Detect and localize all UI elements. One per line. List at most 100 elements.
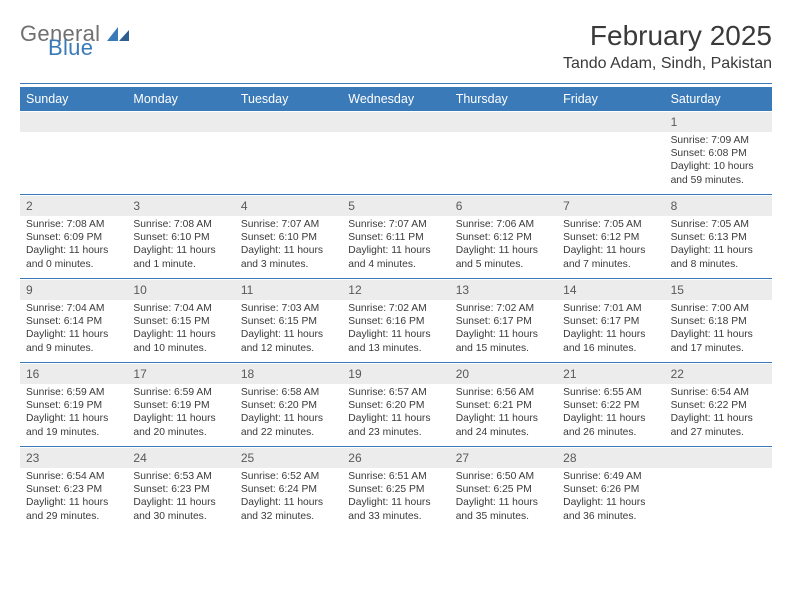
day-number: 18 xyxy=(235,363,342,384)
week-daynum-row: 1 xyxy=(20,111,772,132)
day-dayl2: and 16 minutes. xyxy=(563,342,658,355)
day-dayl1: Daylight: 11 hours xyxy=(563,244,658,257)
day-sunset: Sunset: 6:18 PM xyxy=(671,315,766,328)
day-sunset: Sunset: 6:16 PM xyxy=(348,315,443,328)
dow-wednesday: Wednesday xyxy=(342,87,449,111)
day-sunset: Sunset: 6:10 PM xyxy=(241,231,336,244)
day-sunrise: Sunrise: 6:50 AM xyxy=(456,470,551,483)
day-sunrise: Sunrise: 7:08 AM xyxy=(26,218,121,231)
day-dayl1: Daylight: 10 hours xyxy=(671,160,766,173)
day-dayl1: Daylight: 11 hours xyxy=(133,496,228,509)
day-dayl2: and 8 minutes. xyxy=(671,258,766,271)
day-dayl1: Daylight: 11 hours xyxy=(671,412,766,425)
day-sunset: Sunset: 6:09 PM xyxy=(26,231,121,244)
day-sunset: Sunset: 6:23 PM xyxy=(26,483,121,496)
day-dayl2: and 35 minutes. xyxy=(456,510,551,523)
day-number: 6 xyxy=(450,195,557,216)
day-cell: Sunrise: 7:02 AMSunset: 6:16 PMDaylight:… xyxy=(342,300,449,362)
day-sunrise: Sunrise: 7:08 AM xyxy=(133,218,228,231)
day-number: 8 xyxy=(665,195,772,216)
day-number: 22 xyxy=(665,363,772,384)
week-daynum-row: 16171819202122 xyxy=(20,363,772,384)
day-dayl1: Daylight: 11 hours xyxy=(563,496,658,509)
day-cell: Sunrise: 7:05 AMSunset: 6:13 PMDaylight:… xyxy=(665,216,772,278)
title-block: February 2025 Tando Adam, Sindh, Pakista… xyxy=(563,20,772,73)
day-dayl1: Daylight: 11 hours xyxy=(241,496,336,509)
day-dayl2: and 33 minutes. xyxy=(348,510,443,523)
day-dayl1: Daylight: 11 hours xyxy=(456,328,551,341)
day-sunrise: Sunrise: 7:05 AM xyxy=(563,218,658,231)
day-sunset: Sunset: 6:22 PM xyxy=(671,399,766,412)
day-sunset: Sunset: 6:19 PM xyxy=(133,399,228,412)
day-dayl2: and 3 minutes. xyxy=(241,258,336,271)
day-dayl2: and 29 minutes. xyxy=(26,510,121,523)
day-cell: Sunrise: 6:59 AMSunset: 6:19 PMDaylight:… xyxy=(127,384,234,446)
day-number: 2 xyxy=(20,195,127,216)
day-dayl2: and 22 minutes. xyxy=(241,426,336,439)
dow-friday: Friday xyxy=(557,87,664,111)
day-dayl1: Daylight: 11 hours xyxy=(456,412,551,425)
day-dayl2: and 20 minutes. xyxy=(133,426,228,439)
day-number: 9 xyxy=(20,279,127,300)
day-dayl1: Daylight: 11 hours xyxy=(241,412,336,425)
day-cell: Sunrise: 7:05 AMSunset: 6:12 PMDaylight:… xyxy=(557,216,664,278)
day-sunrise: Sunrise: 6:59 AM xyxy=(133,386,228,399)
day-cell: Sunrise: 6:56 AMSunset: 6:21 PMDaylight:… xyxy=(450,384,557,446)
day-number: 16 xyxy=(20,363,127,384)
day-sunrise: Sunrise: 6:51 AM xyxy=(348,470,443,483)
day-dayl1: Daylight: 11 hours xyxy=(671,244,766,257)
day-cell: Sunrise: 7:03 AMSunset: 6:15 PMDaylight:… xyxy=(235,300,342,362)
day-dayl2: and 4 minutes. xyxy=(348,258,443,271)
logo: General Blue xyxy=(20,20,129,58)
day-dayl2: and 23 minutes. xyxy=(348,426,443,439)
day-dayl2: and 59 minutes. xyxy=(671,174,766,187)
day-number: 1 xyxy=(665,111,772,132)
day-dayl1: Daylight: 11 hours xyxy=(348,496,443,509)
day-dayl2: and 32 minutes. xyxy=(241,510,336,523)
day-sunset: Sunset: 6:12 PM xyxy=(563,231,658,244)
day-number: 10 xyxy=(127,279,234,300)
day-dayl1: Daylight: 11 hours xyxy=(26,328,121,341)
day-sunrise: Sunrise: 7:07 AM xyxy=(348,218,443,231)
day-sunrise: Sunrise: 7:00 AM xyxy=(671,302,766,315)
day-dayl2: and 10 minutes. xyxy=(133,342,228,355)
day-dayl2: and 1 minute. xyxy=(133,258,228,271)
day-dayl2: and 24 minutes. xyxy=(456,426,551,439)
day-dayl1: Daylight: 11 hours xyxy=(133,328,228,341)
day-dayl1: Daylight: 11 hours xyxy=(456,244,551,257)
day-sunrise: Sunrise: 6:56 AM xyxy=(456,386,551,399)
dow-tuesday: Tuesday xyxy=(235,87,342,111)
day-cell xyxy=(665,468,772,530)
day-of-week-header: Sunday Monday Tuesday Wednesday Thursday… xyxy=(20,87,772,111)
location: Tando Adam, Sindh, Pakistan xyxy=(563,55,772,73)
day-sunrise: Sunrise: 7:01 AM xyxy=(563,302,658,315)
day-dayl1: Daylight: 11 hours xyxy=(241,328,336,341)
day-cell xyxy=(235,132,342,194)
day-sunset: Sunset: 6:23 PM xyxy=(133,483,228,496)
day-cell: Sunrise: 7:08 AMSunset: 6:10 PMDaylight:… xyxy=(127,216,234,278)
week-text-row: Sunrise: 7:04 AMSunset: 6:14 PMDaylight:… xyxy=(20,300,772,362)
day-sunrise: Sunrise: 7:02 AM xyxy=(348,302,443,315)
week-text-row: Sunrise: 6:54 AMSunset: 6:23 PMDaylight:… xyxy=(20,468,772,530)
day-dayl1: Daylight: 11 hours xyxy=(241,244,336,257)
day-cell xyxy=(127,132,234,194)
day-sunrise: Sunrise: 7:02 AM xyxy=(456,302,551,315)
day-sunrise: Sunrise: 6:58 AM xyxy=(241,386,336,399)
day-sunset: Sunset: 6:13 PM xyxy=(671,231,766,244)
day-dayl2: and 15 minutes. xyxy=(456,342,551,355)
day-number xyxy=(127,111,234,132)
month-title: February 2025 xyxy=(563,20,772,52)
day-sunset: Sunset: 6:15 PM xyxy=(133,315,228,328)
week-daynum-row: 9101112131415 xyxy=(20,279,772,300)
day-sunset: Sunset: 6:12 PM xyxy=(456,231,551,244)
day-dayl1: Daylight: 11 hours xyxy=(563,328,658,341)
day-number: 14 xyxy=(557,279,664,300)
day-sunrise: Sunrise: 6:54 AM xyxy=(26,470,121,483)
day-dayl2: and 17 minutes. xyxy=(671,342,766,355)
day-number xyxy=(665,447,772,468)
week-text-row: Sunrise: 7:09 AMSunset: 6:08 PMDaylight:… xyxy=(20,132,772,194)
day-sunrise: Sunrise: 6:57 AM xyxy=(348,386,443,399)
day-number: 25 xyxy=(235,447,342,468)
day-sunset: Sunset: 6:25 PM xyxy=(456,483,551,496)
day-cell: Sunrise: 6:54 AMSunset: 6:23 PMDaylight:… xyxy=(20,468,127,530)
